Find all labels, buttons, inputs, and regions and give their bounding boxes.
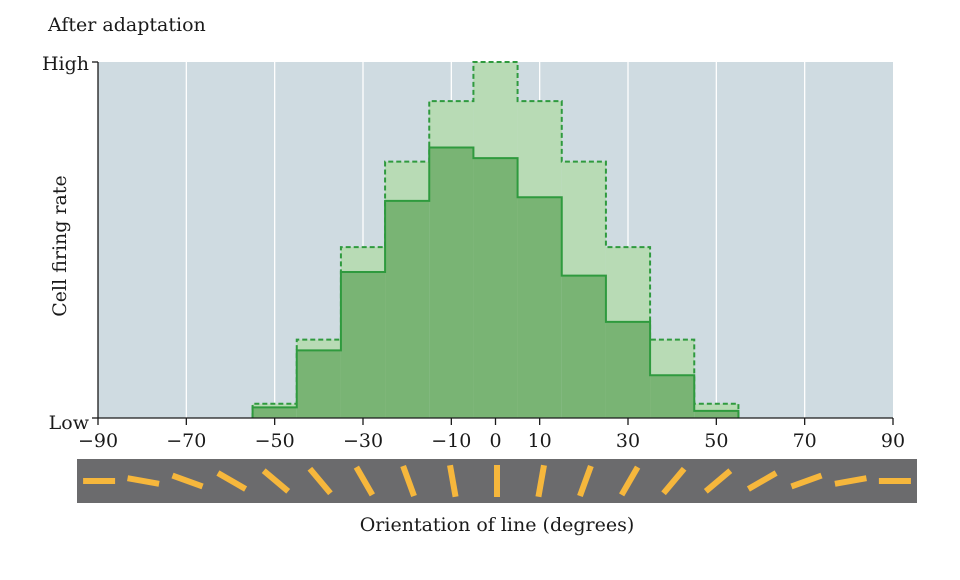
oriented-line <box>619 465 641 497</box>
histogram-bar <box>296 350 341 418</box>
oriented-line <box>400 464 417 498</box>
oriented-line <box>790 472 823 490</box>
x-tick-label: −30 <box>343 430 383 452</box>
x-tick-label: 30 <box>616 430 640 452</box>
histogram-bar <box>605 321 651 418</box>
oriented-line <box>171 472 204 490</box>
oriented-line <box>661 466 687 496</box>
oriented-line <box>447 464 459 498</box>
y-tick-label-low: Low <box>49 412 90 434</box>
x-tick-label: 10 <box>528 430 552 452</box>
oriented-line <box>307 466 333 496</box>
y-axis-label: Cell firing rate <box>49 175 71 317</box>
x-tick-label: 70 <box>793 430 817 452</box>
oriented-line <box>834 475 867 487</box>
histogram-bar <box>385 200 430 418</box>
histogram-bar <box>650 375 695 418</box>
histogram-bar <box>517 197 562 418</box>
histogram-bar <box>429 147 474 418</box>
oriented-line <box>127 475 160 487</box>
histogram-bar <box>252 407 297 418</box>
y-tick-label-high: High <box>42 53 89 75</box>
x-tick-label: 0 <box>489 430 501 452</box>
x-tick-label: −90 <box>78 430 118 452</box>
oriented-line <box>703 468 733 494</box>
x-tick-label: −10 <box>431 430 471 452</box>
x-tick-label: 90 <box>881 430 905 452</box>
x-tick-label: 50 <box>704 430 728 452</box>
orientation-stimulus-strip <box>77 459 917 503</box>
histogram-bar <box>561 275 606 418</box>
histogram-bar <box>340 272 386 418</box>
series-after-adaptation <box>251 146 740 418</box>
x-tick-label: −70 <box>166 430 206 452</box>
oriented-line <box>535 464 547 498</box>
chart-title: After adaptation <box>47 14 206 36</box>
oriented-line <box>261 468 291 494</box>
oriented-line <box>353 465 375 497</box>
x-axis-label: Orientation of line (degrees) <box>360 514 635 536</box>
histogram-bar <box>473 158 518 418</box>
axes <box>92 61 894 425</box>
oriented-line <box>746 470 778 492</box>
plot-area <box>92 61 894 425</box>
oriented-line <box>577 464 594 498</box>
x-tick-labels: −90 −70 −50 −30 −10 0 10 30 50 70 90 <box>78 430 905 452</box>
x-tick-label: −50 <box>255 430 295 452</box>
oriented-line <box>216 470 248 492</box>
histogram-bar <box>694 410 739 418</box>
series-outline <box>251 146 740 418</box>
